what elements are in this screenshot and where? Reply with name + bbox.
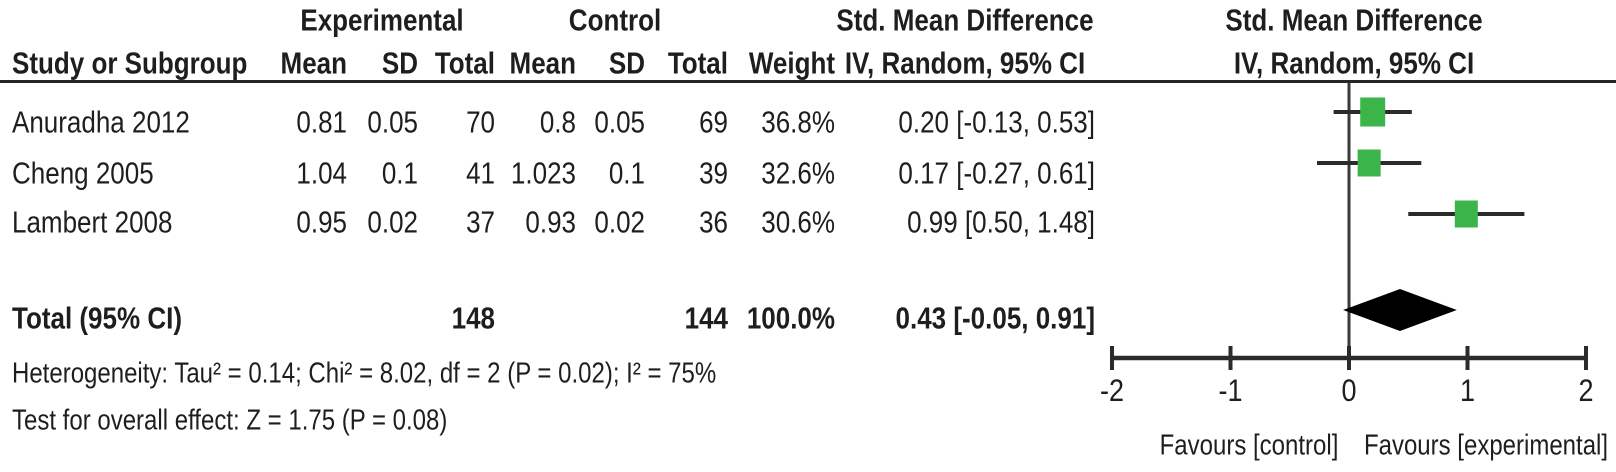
row-mean-ctl: 0.93	[525, 204, 576, 240]
header-underline	[0, 80, 1616, 83]
total-n-exp: 148	[451, 300, 495, 336]
axis-tick-label: 2	[1578, 372, 1594, 409]
row-total-exp: 37	[466, 204, 495, 240]
effect-square	[1357, 149, 1381, 177]
header-total-exp: Total	[434, 45, 495, 81]
header-mean-exp: Mean	[280, 45, 347, 81]
effect-square	[1360, 97, 1386, 127]
header-total-ctl: Total	[667, 45, 728, 81]
row-mean-ctl: 0.8	[539, 104, 576, 140]
header-sd-ctl: SD	[608, 45, 645, 81]
row-total-ctl: 39	[699, 155, 728, 191]
effect-square	[1454, 200, 1478, 228]
header-smd-plot-method: IV, Random, 95% CI	[1233, 45, 1475, 81]
row-study-name: Cheng 2005	[12, 155, 154, 191]
row-weight: 32.6%	[761, 155, 835, 191]
header-study: Study or Subgroup	[12, 45, 248, 81]
row-ci-text: 0.17 [-0.27, 0.61]	[898, 155, 1095, 191]
header-group-experimental: Experimental	[300, 2, 464, 38]
header-mean-ctl: Mean	[509, 45, 576, 81]
row-mean-exp: 0.81	[296, 104, 347, 140]
row-mean-exp: 1.04	[296, 155, 347, 191]
row-sd-ctl: 0.1	[608, 155, 645, 191]
header-smd-text-title: Std. Mean Difference	[836, 2, 1094, 38]
heterogeneity-note: Heterogeneity: Tau² = 0.14; Chi² = 8.02,…	[12, 357, 717, 390]
row-weight: 36.8%	[761, 104, 835, 140]
axis-tick-label: -1	[1218, 372, 1243, 409]
overall-effect-note: Test for overall effect: Z = 1.75 (P = 0…	[12, 404, 448, 437]
total-ci-text: 0.43 [-0.05, 0.91]	[895, 300, 1095, 336]
row-total-exp: 70	[466, 104, 495, 140]
row-sd-exp: 0.02	[367, 204, 418, 240]
row-sd-ctl: 0.05	[594, 104, 645, 140]
header-smd-plot-title: Std. Mean Difference	[1225, 2, 1483, 38]
row-mean-ctl: 1.023	[510, 155, 576, 191]
header-weight: Weight	[748, 45, 835, 81]
row-study-name: Anuradha 2012	[12, 104, 190, 140]
favours-control-label: Favours [control]	[1159, 429, 1339, 462]
row-ci-text: 0.99 [0.50, 1.48]	[907, 204, 1095, 240]
row-mean-exp: 0.95	[296, 204, 347, 240]
favours-experimental-label: Favours [experimental]	[1363, 429, 1609, 462]
row-sd-exp: 0.05	[367, 104, 418, 140]
row-sd-exp: 0.1	[381, 155, 418, 191]
axis-tick-label: 0	[1341, 372, 1357, 409]
row-sd-ctl: 0.02	[594, 204, 645, 240]
row-weight: 30.6%	[761, 204, 835, 240]
total-label: Total (95% CI)	[12, 300, 182, 336]
total-n-ctl: 144	[684, 300, 728, 336]
row-total-exp: 41	[466, 155, 495, 191]
row-total-ctl: 69	[699, 104, 728, 140]
axis-tick-label: 1	[1459, 372, 1476, 409]
row-ci-text: 0.20 [-0.13, 0.53]	[898, 104, 1095, 140]
row-total-ctl: 36	[699, 204, 728, 240]
header-sd-exp: SD	[381, 45, 418, 81]
header-group-control: Control	[568, 2, 662, 38]
row-study-name: Lambert 2008	[12, 204, 173, 240]
overall-diamond	[1343, 289, 1457, 331]
header-smd-text-method: IV, Random, 95% CI	[844, 45, 1086, 81]
axis-tick-label: -2	[1099, 372, 1125, 409]
total-weight: 100.0%	[746, 300, 835, 336]
